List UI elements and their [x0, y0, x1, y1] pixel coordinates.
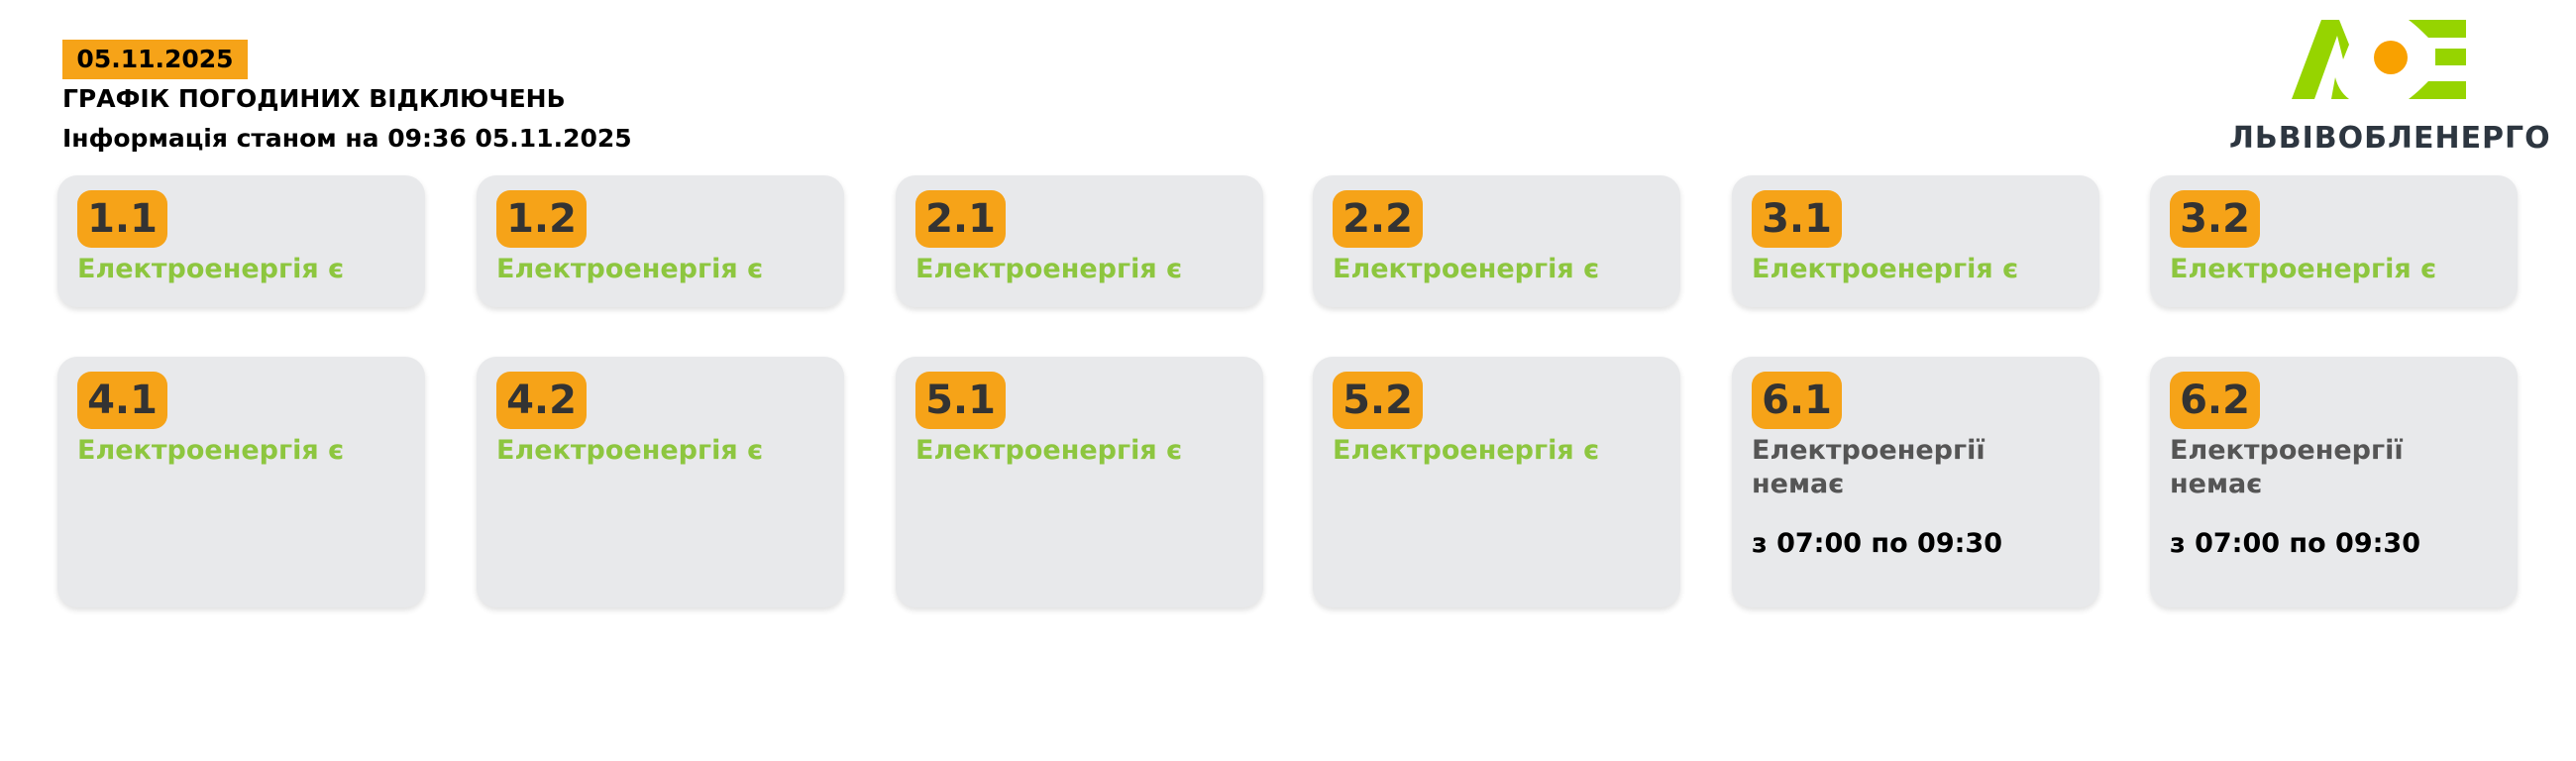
power-status: Електроенергія є — [1333, 254, 1600, 284]
group-card-1-2: 1.2 Електроенергія є — [477, 175, 844, 307]
group-number-badge: 1.2 — [496, 190, 587, 248]
logo-letter-o-cutout — [2331, 77, 2349, 99]
power-status: Електроенергії немає — [1752, 435, 1986, 499]
group-number-badge: 6.2 — [2170, 372, 2260, 429]
loe-logo — [2292, 20, 2466, 99]
group-card-4-2: 4.2 Електроенергія є — [477, 357, 844, 607]
group-card-3-1: 3.1 Електроенергія є — [1732, 175, 2099, 307]
page-title: ГРАФІК ПОГОДИНИХ ВІДКЛЮЧЕНЬ — [62, 84, 566, 113]
power-status: Електроенергія є — [77, 435, 345, 466]
group-number-badge: 6.1 — [1752, 372, 1842, 429]
group-number-badge: 4.1 — [77, 372, 167, 429]
power-status: Електроенергія є — [915, 435, 1183, 466]
group-card-6-1: 6.1 Електроенергії немає з 07:00 по 09:30 — [1732, 357, 2099, 607]
group-number-badge: 1.1 — [77, 190, 167, 248]
group-card-4-1: 4.1 Електроенергія є — [57, 357, 425, 607]
group-card-2-1: 2.1 Електроенергія є — [896, 175, 1263, 307]
power-status: Електроенергія є — [2170, 254, 2437, 284]
group-card-2-2: 2.2 Електроенергія є — [1313, 175, 1680, 307]
group-number-badge: 4.2 — [496, 372, 587, 429]
group-card-5-2: 5.2 Електроенергія є — [1313, 357, 1680, 607]
power-status: Електроенергія є — [77, 254, 345, 284]
logo-letter-e — [2409, 20, 2466, 99]
power-status: Електроенергія є — [496, 254, 764, 284]
group-card-6-2: 6.2 Електроенергії немає з 07:00 по 09:30 — [2150, 357, 2518, 607]
date-badge: 05.11.2025 — [62, 40, 248, 79]
logo-orange-dot — [2374, 41, 2408, 74]
group-number-badge: 2.1 — [915, 190, 1006, 248]
logo-letter-l — [2292, 20, 2349, 99]
group-card-5-1: 5.1 Електроенергія є — [896, 357, 1263, 607]
outage-time: з 07:00 по 09:30 — [1752, 528, 2002, 559]
group-card-1-1: 1.1 Електроенергія є — [57, 175, 425, 307]
group-number-badge: 3.1 — [1752, 190, 1842, 248]
power-status: Електроенергія є — [1333, 435, 1600, 466]
group-number-badge: 2.2 — [1333, 190, 1423, 248]
group-number-badge: 5.2 — [1333, 372, 1423, 429]
group-number-badge: 5.1 — [915, 372, 1006, 429]
group-card-3-2: 3.2 Електроенергія є — [2150, 175, 2518, 307]
power-status: Електроенергія є — [496, 435, 764, 466]
info-timestamp: Інформація станом на 09:36 05.11.2025 — [62, 124, 632, 153]
outage-time: з 07:00 по 09:30 — [2170, 528, 2420, 559]
power-status: Електроенергії немає — [2170, 435, 2404, 499]
power-status: Електроенергія є — [1752, 254, 2019, 284]
power-status: Електроенергія є — [915, 254, 1183, 284]
brand-name: ЛЬВІВОБЛЕНЕРГО — [2229, 121, 2551, 156]
group-number-badge: 3.2 — [2170, 190, 2260, 248]
